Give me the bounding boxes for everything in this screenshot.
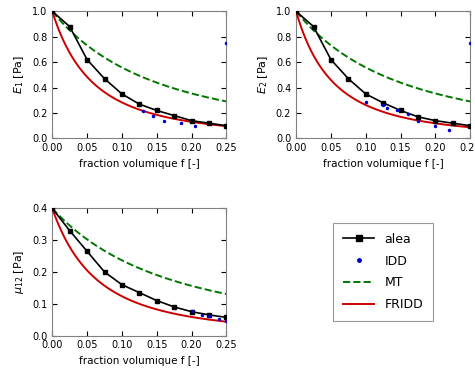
Y-axis label: $E_2$ [Pa]: $E_2$ [Pa] — [256, 55, 270, 95]
X-axis label: fraction volumique f [-]: fraction volumique f [-] — [79, 159, 200, 169]
Y-axis label: $\mu_{12}$ [Pa]: $\mu_{12}$ [Pa] — [12, 250, 27, 294]
X-axis label: fraction volumique f [-]: fraction volumique f [-] — [323, 159, 444, 169]
Y-axis label: $E_1$ [Pa]: $E_1$ [Pa] — [13, 55, 27, 95]
X-axis label: fraction volumique f [-]: fraction volumique f [-] — [79, 356, 200, 366]
Legend: alea, IDD, MT, FRIDD: alea, IDD, MT, FRIDD — [333, 223, 433, 321]
